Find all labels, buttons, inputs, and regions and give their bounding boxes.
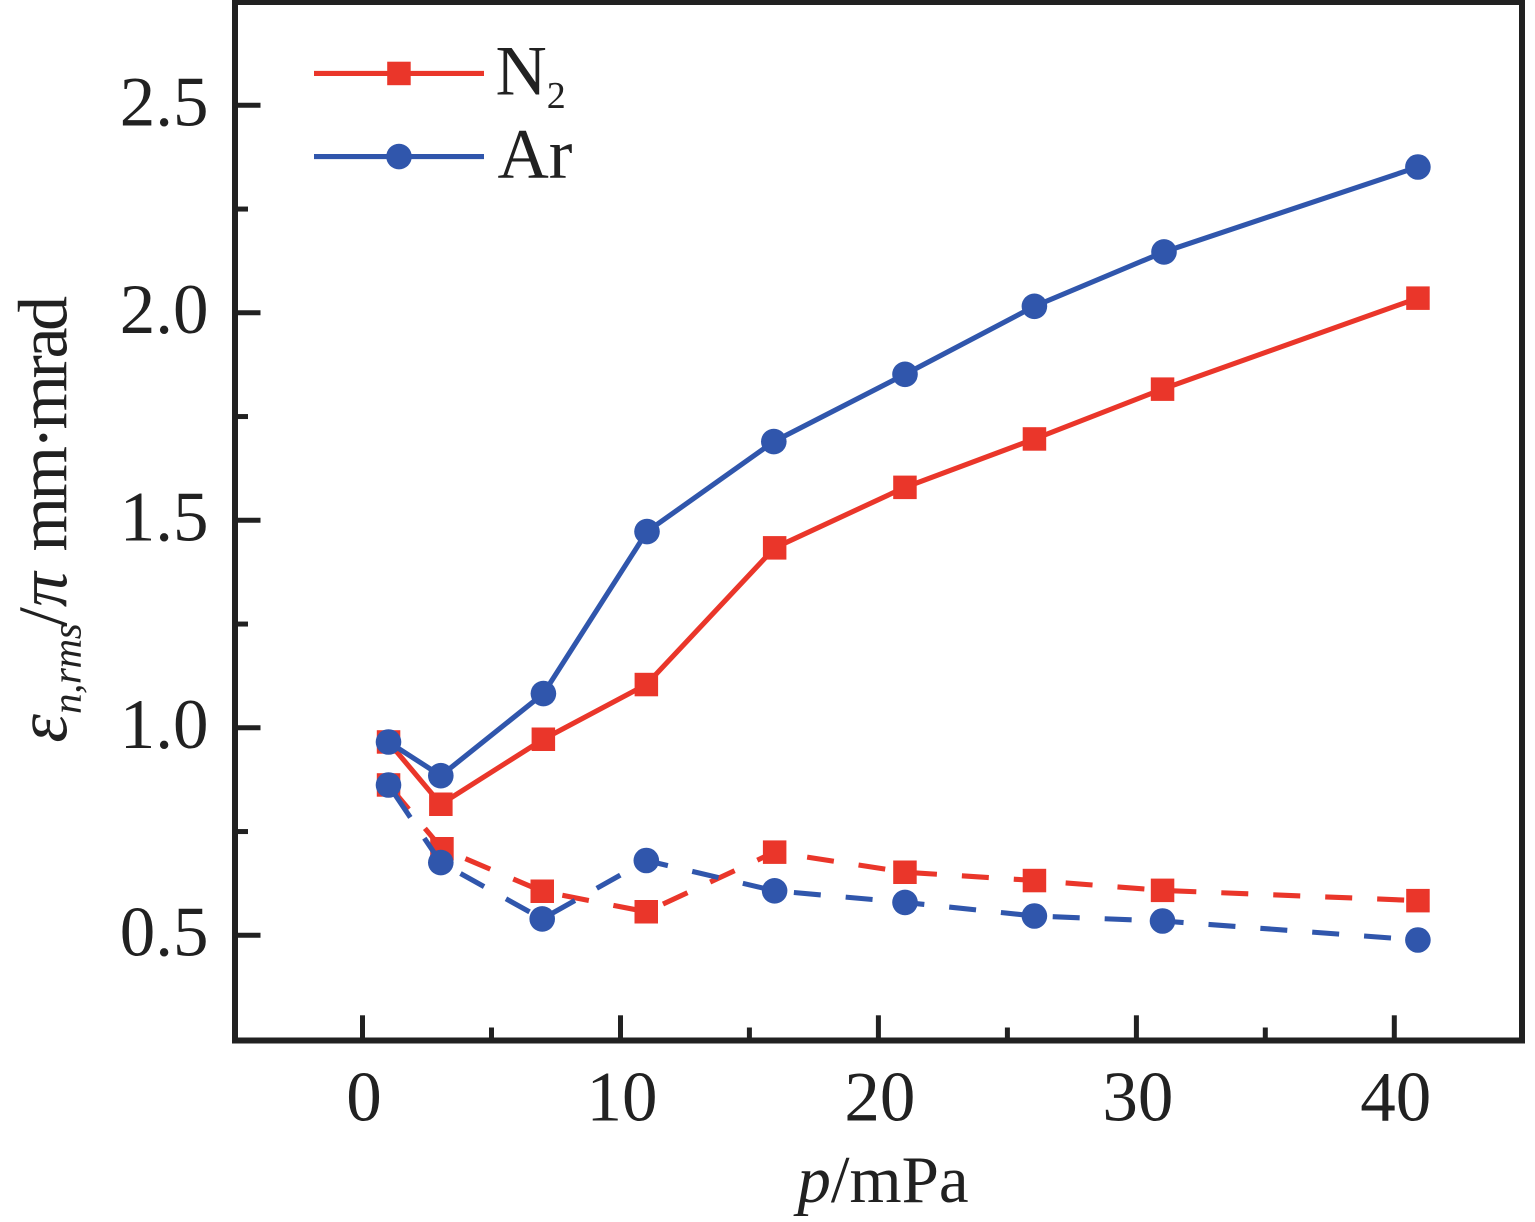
svg-text:0.5: 0.5	[120, 894, 209, 972]
svg-text:10: 10	[587, 1059, 658, 1137]
svg-text:2.0: 2.0	[120, 271, 209, 349]
svg-text:εn,rms: εn,rms	[2, 624, 90, 743]
svg-text:20: 20	[844, 1059, 915, 1137]
svg-text:30: 30	[1102, 1059, 1173, 1137]
svg-text:1.5: 1.5	[120, 479, 209, 557]
svg-text:1.0: 1.0	[120, 686, 209, 764]
svg-text:40: 40	[1360, 1059, 1431, 1137]
svg-text:p/mPa: p/mPa	[793, 1143, 968, 1217]
svg-text:/π: /π	[6, 570, 83, 626]
svg-text:mm·mrad: mm·mrad	[6, 296, 83, 552]
svg-text:0: 0	[346, 1059, 382, 1137]
svg-text:2.5: 2.5	[120, 64, 209, 142]
svg-text:Ar: Ar	[498, 116, 573, 194]
